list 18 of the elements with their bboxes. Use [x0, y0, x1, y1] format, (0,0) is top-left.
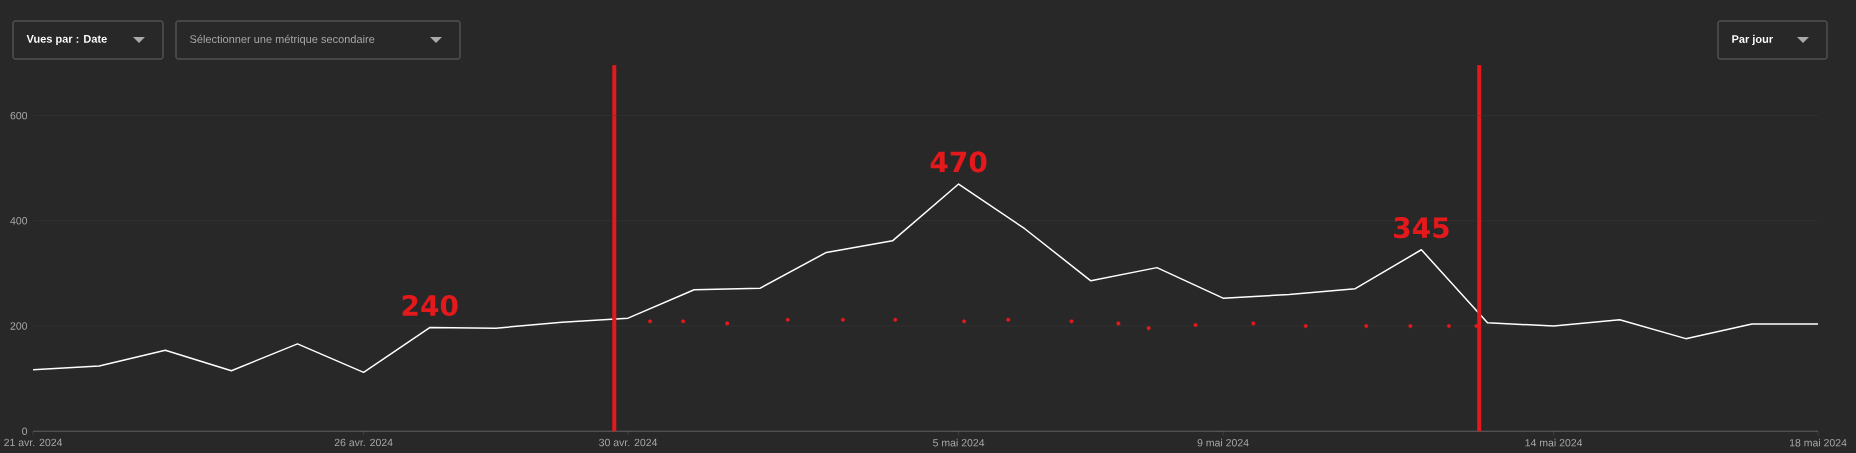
- text: Par jour: [1732, 34, 1773, 46]
- x-tick-label: 18 mai 2024: [1789, 438, 1847, 447]
- annotation: 240: [402, 294, 458, 317]
- line-series: [32, 183, 1819, 374]
- y-tick-label: 0: [22, 427, 28, 435]
- text: Sélectionner une métrique secondaire: [190, 34, 375, 46]
- y-tick-label: 600: [10, 111, 28, 120]
- x-tick-label: 30 avr. 2024: [599, 438, 658, 447]
- x-tick-label: 5 mai 2024: [933, 438, 985, 447]
- x-tick-label: 26 avr. 2024: [334, 438, 393, 447]
- y-tick-label: 200: [10, 322, 28, 330]
- y-tick-label: 400: [10, 217, 28, 225]
- x-tick-label: 14 mai 2024: [1525, 438, 1583, 447]
- x-tick-label: 21 avr. 2024: [4, 438, 63, 447]
- annotation: 345: [1394, 217, 1449, 239]
- annotation: 470: [930, 151, 987, 173]
- text: Vues par : Date: [26, 35, 107, 45]
- x-tick-label: 9 mai 2024: [1197, 438, 1249, 447]
